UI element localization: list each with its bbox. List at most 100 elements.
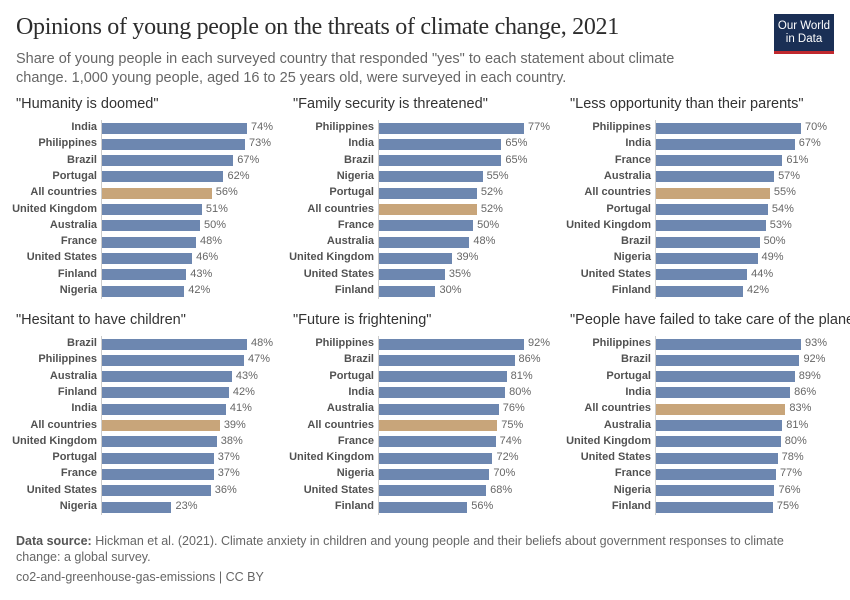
bar: [102, 204, 202, 215]
bar: [379, 220, 474, 232]
value-label: 39%: [223, 418, 246, 431]
bar: [379, 155, 502, 167]
bar-all-countries: [379, 204, 477, 215]
category-label: United Kingdom: [289, 251, 374, 264]
category-label: United Kingdom: [12, 434, 97, 447]
bar: [102, 387, 229, 399]
category-label: India: [348, 385, 374, 398]
category-label: Australia: [603, 169, 651, 182]
category-label: India: [348, 137, 374, 150]
value-label: 50%: [763, 235, 786, 248]
bar: [102, 403, 226, 415]
category-label: Brazil: [344, 153, 374, 166]
category-label: Philippines: [592, 121, 651, 133]
bar: [656, 204, 768, 215]
value-label: 62%: [227, 169, 250, 182]
value-label: 56%: [215, 186, 238, 199]
category-label: India: [625, 385, 651, 398]
bar: [379, 501, 468, 513]
bar: [102, 354, 244, 366]
category-label: Nigeria: [336, 467, 374, 480]
value-label: 35%: [448, 267, 471, 280]
value-label: 77%: [528, 121, 551, 133]
category-label: Nigeria: [613, 251, 651, 264]
category-label: United States: [303, 267, 374, 280]
owid-logo[interactable]: Our World in Data: [774, 14, 834, 54]
source-label: Data source:: [16, 534, 92, 548]
value-label: 42%: [232, 385, 255, 398]
value-label: 76%: [502, 402, 525, 415]
value-label: 61%: [786, 153, 809, 166]
panel-axis: [378, 336, 379, 515]
value-label: 23%: [175, 500, 198, 512]
bar: [379, 252, 453, 264]
category-label: United Kingdom: [289, 451, 374, 464]
bar: [656, 485, 775, 497]
value-label: 43%: [235, 369, 258, 382]
value-label: 30%: [439, 284, 462, 296]
panel-axis: [655, 120, 656, 299]
bar: [656, 420, 783, 431]
bar: [102, 338, 247, 350]
value-label: 57%: [778, 169, 801, 182]
category-label: Australia: [49, 369, 97, 382]
value-label: 80%: [784, 434, 807, 447]
bar: [102, 155, 234, 167]
category-label: United States: [303, 483, 374, 496]
value-label: 38%: [220, 434, 243, 447]
category-label: Philippines: [38, 353, 97, 366]
category-label: Portugal: [52, 169, 97, 182]
category-label: United States: [580, 267, 651, 280]
data-source: Data source: Hickman et al. (2021). Clim…: [16, 533, 806, 565]
bar: [102, 468, 214, 480]
bar: [656, 252, 758, 264]
value-label: 42%: [188, 284, 211, 296]
value-label: 37%: [217, 451, 240, 464]
category-label: Nigeria: [59, 284, 97, 296]
bar: [656, 122, 801, 134]
value-label: 70%: [493, 467, 516, 480]
category-label: Portugal: [606, 369, 651, 382]
category-label: Finland: [611, 284, 651, 296]
category-label: United Kingdom: [12, 202, 97, 215]
bar: [102, 236, 197, 248]
category-label: India: [71, 121, 97, 133]
bar: [379, 354, 515, 366]
bar: [379, 452, 493, 464]
bar: [656, 387, 791, 399]
value-label: 44%: [751, 267, 774, 280]
bar: [102, 485, 211, 497]
category-label: Portugal: [329, 369, 374, 382]
category-label: Australia: [326, 402, 374, 415]
value-label: 92%: [803, 353, 826, 366]
value-label: 52%: [480, 186, 503, 199]
panel-title: "Future is frightening": [293, 312, 432, 328]
value-label: 48%: [251, 337, 274, 349]
value-label: 42%: [747, 284, 770, 296]
panel-axis: [655, 336, 656, 515]
value-label: 83%: [789, 402, 812, 415]
category-label: Australia: [603, 418, 651, 431]
category-label: France: [337, 218, 374, 231]
category-label: Nigeria: [613, 483, 651, 496]
bar: [102, 285, 185, 297]
logo-line2: in Data: [785, 32, 823, 45]
panel-title: "Less opportunity than their parents": [570, 96, 804, 112]
bar: [379, 403, 499, 415]
value-label: 47%: [247, 353, 270, 366]
bar: [379, 468, 490, 480]
category-label: All countries: [307, 202, 374, 215]
bar: [102, 371, 232, 383]
category-label: Brazil: [67, 153, 97, 166]
category-label: India: [625, 137, 651, 150]
category-label: Philippines: [38, 137, 97, 150]
bar-all-countries: [656, 403, 786, 415]
bar: [656, 285, 743, 297]
bar: [656, 338, 801, 350]
bar: [102, 220, 200, 232]
value-label: 49%: [761, 251, 784, 264]
bar: [379, 285, 436, 297]
bar: [656, 236, 760, 248]
panel-title: "People have failed to take care of the …: [570, 312, 850, 328]
category-label: United States: [26, 483, 97, 496]
